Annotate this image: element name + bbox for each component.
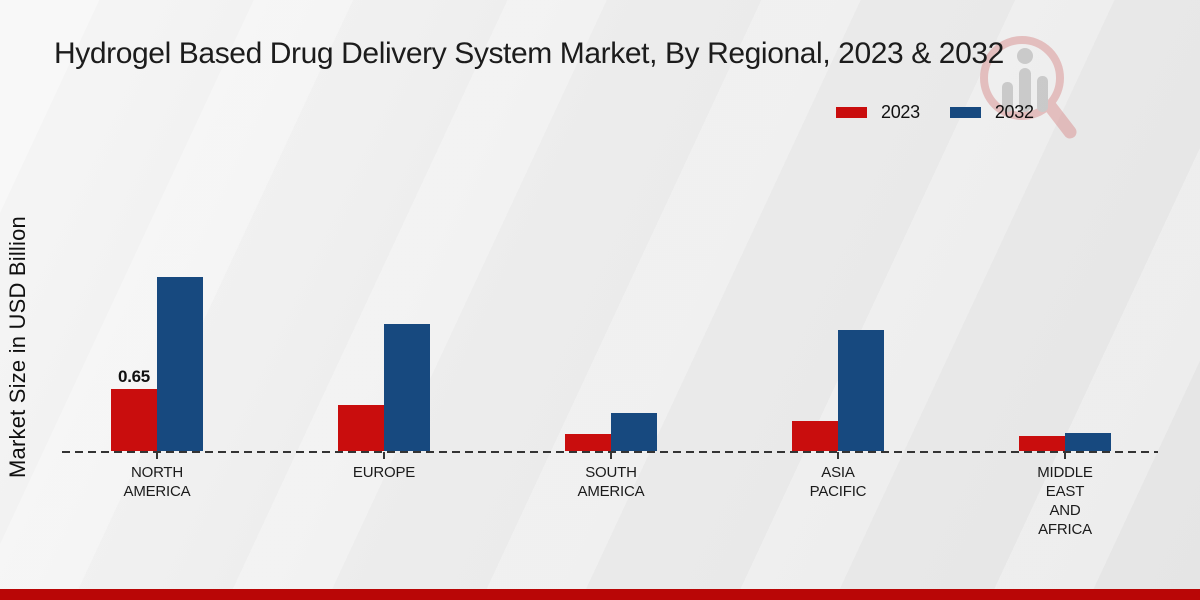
bar-2023-middle-east-and-africa: [1019, 436, 1065, 451]
legend-label-2023: 2023: [881, 102, 920, 122]
category-label-line: EUROPE: [352, 464, 416, 481]
legend-swatch-2032: [949, 107, 981, 118]
bar-2023-south-america: [565, 434, 611, 451]
category-label-asia-pacific: ASIA PACIFIC: [758, 463, 918, 501]
bar-2032-europe: [384, 324, 430, 451]
bar-2023-asia-pacific: [792, 421, 838, 451]
category-label-north-america: NORTH AMERICA: [77, 463, 237, 501]
category-label-line: SOUTH: [585, 464, 637, 481]
category-label-line: AFRICA: [1038, 521, 1092, 538]
bar-group-asia-pacific: [792, 0, 884, 452]
category-label-line: AMERICA: [577, 483, 645, 500]
chart-title: Hydrogel Based Drug Delivery System Mark…: [54, 37, 1004, 70]
footer-stripe: [0, 589, 1200, 600]
bar-2032-south-america: [611, 413, 657, 451]
bar-group-middle-east-and-africa: [1019, 0, 1111, 452]
category-label-line: NORTH: [130, 464, 184, 481]
x-axis-tick-asia-pacific: [837, 452, 839, 459]
bar-2032-asia-pacific: [838, 330, 884, 451]
legend-item-2032: 2032: [949, 102, 1034, 123]
legend-swatch-2023: [836, 107, 867, 118]
category-label-line: AND: [1049, 502, 1081, 519]
category-label-line: EAST: [1045, 483, 1085, 500]
x-axis-tick-middle-east-and-africa: [1064, 452, 1066, 459]
category-label-line: ASIA: [821, 464, 855, 481]
category-label-line: PACIFIC: [809, 483, 867, 500]
bar-group-south-america: [565, 0, 657, 452]
bar-2032-north-america: [157, 277, 203, 451]
category-label-middle-east-and-africa: MIDDLE EAST AND AFRICA: [985, 463, 1145, 539]
bar-2023-europe: [338, 405, 384, 451]
x-axis-tick-south-america: [610, 452, 612, 459]
category-label-line: MIDDLE: [1037, 464, 1093, 481]
category-label-south-america: SOUTH AMERICA: [531, 463, 691, 501]
legend: 2023 2032: [836, 102, 1034, 123]
bar-group-north-america: [111, 0, 203, 452]
category-label-europe: EUROPE: [304, 463, 464, 482]
bar-group-europe: [338, 0, 430, 452]
watermark-logo: [978, 26, 1082, 149]
bar-2023-north-america: [111, 389, 157, 451]
x-axis-tick-north-america: [156, 452, 158, 459]
legend-label-2032: 2032: [994, 102, 1034, 122]
category-label-line: AMERICA: [123, 483, 191, 500]
x-axis-tick-europe: [383, 452, 385, 459]
data-label-2023-north-america: 0.65: [118, 367, 150, 386]
magnifier-bar-chart-icon: [980, 36, 1077, 139]
bar-2032-middle-east-and-africa: [1065, 433, 1111, 451]
legend-item-2023: 2023: [836, 102, 920, 123]
